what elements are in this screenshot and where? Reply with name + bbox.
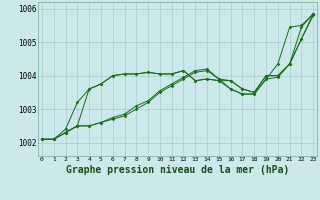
X-axis label: Graphe pression niveau de la mer (hPa): Graphe pression niveau de la mer (hPa): [66, 165, 289, 175]
